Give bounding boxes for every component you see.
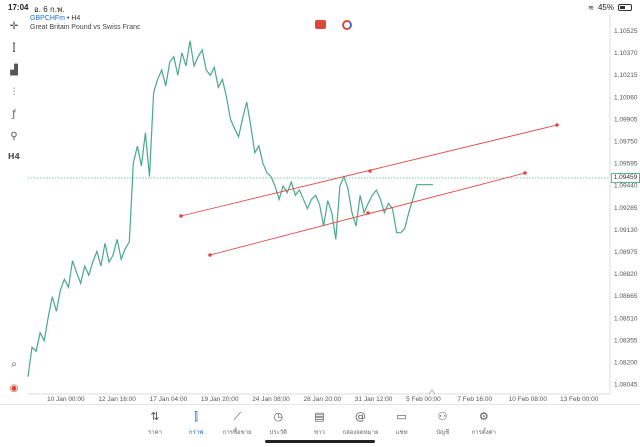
time-axis-tick: 13 Feb 00:00 <box>560 396 599 403</box>
nav-label: กล่องจดหมาย <box>342 430 379 436</box>
status-right: ≋ 45% <box>588 3 632 12</box>
nav-label: ประวัติ <box>269 430 288 436</box>
nav-label: ข่าว <box>313 430 325 436</box>
scroll-arrow-icon <box>428 389 436 395</box>
history-icon: ◷ <box>273 410 284 423</box>
trendline-handle <box>368 169 372 173</box>
price-axis-tick: 1.08200 <box>614 360 638 367</box>
timeframe-h4-button[interactable]: H4 <box>7 151 21 161</box>
home-indicator <box>265 440 375 443</box>
drawing-toolbar: ✛ ⫿ ▟ ⫶ ƒ ⚲ H4 ⌕ ◉ <box>0 14 28 404</box>
price-axis-tick: 1.09905 <box>614 116 638 123</box>
time-axis-tick: 5 Feb 00:00 <box>406 396 441 403</box>
mailbox-icon: @ <box>355 410 366 423</box>
price-axis-tick: 1.10215 <box>614 72 638 79</box>
trendline-handle <box>366 211 370 215</box>
nav-chat[interactable]: ▭ แชท <box>380 409 424 437</box>
battery-percent: 45% <box>597 3 614 12</box>
price-axis-tick: 1.08045 <box>614 382 638 389</box>
nav-news[interactable]: ▤ ข่าว <box>297 409 341 437</box>
news-icon: ▤ <box>314 410 325 423</box>
function-icon[interactable]: ƒ <box>12 108 16 120</box>
nav-mailbox[interactable]: @ กล่องจดหมาย <box>339 409 383 437</box>
bottom-nav: ⇅ ราคา ⫿ กราฟ ⟋ การซื้อขาย ◷ ประวัติ ▤ ข่าว @ กล่อง… <box>0 404 640 447</box>
current-price-label: 1.09459 <box>611 173 640 183</box>
wifi-icon: ≋ <box>588 3 594 12</box>
price-axis-tick: 1.09440 <box>614 183 638 190</box>
chart-icon: ⫿ <box>194 410 198 423</box>
time-axis-tick: 19 Jan 20:00 <box>201 396 239 403</box>
time-axis-tick: 24 Jan 08:00 <box>252 396 290 403</box>
trade-panel-icon[interactable] <box>315 20 326 29</box>
crosshair-icon[interactable]: ✛ <box>9 20 19 32</box>
price-axis-tick: 1.10060 <box>614 94 638 101</box>
nav-label: การซื้อขาย <box>222 430 252 436</box>
quotes-icon: ⇅ <box>150 410 160 423</box>
price-axis-tick: 1.08820 <box>614 271 638 278</box>
settings-icon: ⚙ <box>478 410 489 423</box>
trendline-handle <box>555 123 559 127</box>
zoom-icon[interactable]: ⌕ <box>11 358 17 370</box>
timeframe-icon[interactable]: ▟ <box>10 64 18 76</box>
one-click-icon[interactable] <box>342 20 352 30</box>
symbol-name: GBPCHFm <box>30 15 65 22</box>
nav-label: แชท <box>395 430 408 436</box>
price-axis-tick: 1.08355 <box>614 337 638 344</box>
price-series-line <box>27 40 433 377</box>
account-icon: ⚇ <box>437 410 448 423</box>
nav-settings[interactable]: ⚙ การตั้งค่า <box>462 409 506 437</box>
price-axis-tick: 1.09285 <box>614 205 638 212</box>
nav-label: บัญชี <box>436 430 450 436</box>
symbol-timeframe: • H4 <box>66 15 81 22</box>
nav-chart[interactable]: ⫿ กราฟ <box>174 409 218 437</box>
price-axis-tick: 1.10370 <box>614 50 638 57</box>
time-axis-tick: 12 Jan 16:00 <box>98 396 136 403</box>
nav-trade[interactable]: ⟋ การซื้อขาย <box>215 409 259 437</box>
trade-icon: ⟋ <box>233 410 242 423</box>
nav-quotes[interactable]: ⇅ ราคา <box>133 409 177 437</box>
battery-icon <box>618 4 632 11</box>
time-axis-tick: 10 Jan 00:00 <box>47 396 85 403</box>
trendline-handle <box>208 253 212 257</box>
price-axis-tick: 1.09750 <box>614 139 638 146</box>
nav-label: กราฟ <box>188 430 204 436</box>
nav-history[interactable]: ◷ ประวัติ <box>256 409 300 437</box>
app-logo-icon[interactable]: ◉ <box>9 382 19 394</box>
chart-type-icon[interactable]: ⫿ <box>12 42 16 54</box>
price-axis-tick: 1.08510 <box>614 315 638 322</box>
objects-icon[interactable]: ⚲ <box>10 130 18 142</box>
nav-label: ราคา <box>148 430 162 436</box>
indicators-icon[interactable]: ⫶ <box>12 86 16 98</box>
nav-label: การตั้งค่า <box>471 430 497 436</box>
status-date: อ. 6 ก.พ. <box>34 5 65 14</box>
price-axis-tick: 1.09595 <box>614 161 638 168</box>
trendline-handle <box>523 171 527 175</box>
time-axis-tick: 10 Feb 08:00 <box>509 396 548 403</box>
price-axis-tick: 1.08665 <box>614 293 638 300</box>
time-axis-tick: 7 Feb 16:00 <box>457 396 492 403</box>
time-axis-tick: 31 Jan 12:00 <box>355 396 393 403</box>
symbol-description: Great Britain Pound vs Swiss Franc <box>30 24 141 31</box>
time-axis-tick: 28 Jan 20:00 <box>304 396 342 403</box>
price-axis-tick: 1.08975 <box>614 249 638 256</box>
price-axis-tick: 1.10525 <box>614 28 638 35</box>
price-axis-tick: 1.09130 <box>614 227 638 234</box>
chat-icon: ▭ <box>396 410 407 423</box>
status-time: 17:04 <box>8 3 29 12</box>
chart-top-icons <box>315 20 352 30</box>
price-chart[interactable]: 1.10525 1.10370 1.10215 1.10060 1.09905 1.097… <box>0 0 640 404</box>
status-bar: 17:04 อ. 6 ก.พ. ≋ 45% <box>0 0 640 14</box>
symbol-title[interactable]: GBPCHFm • H4 <box>30 15 80 22</box>
nav-account[interactable]: ⚇ บัญชี <box>421 409 465 437</box>
trendline-handle <box>179 214 183 218</box>
time-axis-tick: 17 Jan 04:00 <box>150 396 188 403</box>
